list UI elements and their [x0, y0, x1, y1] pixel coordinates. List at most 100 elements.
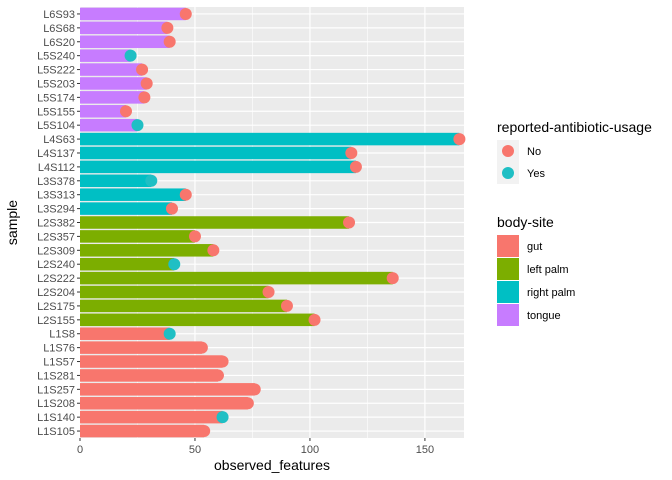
bar-l2s240: [80, 257, 175, 271]
bar-l3s378: [80, 174, 152, 188]
bar-l1s105: [80, 424, 205, 438]
legend-label: Yes: [527, 168, 545, 180]
y-tick-label: L1S57: [43, 357, 75, 369]
y-tick-label: L5S222: [37, 65, 75, 77]
point-l5s240: [124, 49, 137, 62]
point-l2s357: [188, 230, 201, 243]
y-tick-label: L2S309: [37, 245, 75, 257]
point-l2s222: [386, 272, 399, 285]
point-l3s294: [165, 202, 178, 215]
point-l1s105: [198, 425, 211, 438]
bar-l1s140: [80, 410, 223, 424]
point-l3s378: [145, 174, 158, 187]
bar-l6s20: [80, 35, 170, 49]
point-l5s203: [140, 77, 153, 90]
points: [119, 7, 466, 438]
bar-l2s222: [80, 271, 393, 285]
y-tick-label: L2S175: [37, 301, 75, 313]
y-tick-label: L5S155: [37, 106, 75, 118]
y-tick-label: L1S76: [43, 343, 75, 355]
x-tick-label: 150: [416, 444, 434, 456]
y-tick-label: L3S378: [37, 176, 75, 188]
legend-key-left-palm: [497, 258, 519, 280]
y-tick-label: L5S174: [37, 92, 75, 104]
bar-l1s57: [80, 355, 223, 368]
point-l4s112: [349, 160, 362, 173]
bars: [80, 7, 460, 438]
point-l1s57: [216, 355, 229, 368]
bar-l5s203: [80, 77, 147, 90]
legend-key-no: [502, 145, 514, 157]
y-tick-label: L3S294: [37, 204, 75, 216]
y-tick-label: L2S222: [37, 273, 75, 285]
bar-l2s309: [80, 244, 214, 257]
bar-l6s68: [80, 21, 168, 35]
bar-l2s204: [80, 285, 269, 299]
x-tick-label: 0: [77, 444, 83, 456]
point-l4s63: [453, 133, 466, 146]
bar-l5s155: [80, 105, 126, 118]
bar-l1s257: [80, 383, 255, 396]
point-l2s309: [207, 244, 220, 257]
y-tick-label: L5S240: [37, 51, 75, 63]
legend-label: gut: [527, 241, 542, 253]
legend-title-body-site: body-site: [497, 214, 554, 230]
point-l3s313: [179, 188, 192, 201]
bar-l5s104: [80, 118, 138, 132]
legends: reported-antibiotic-usage No Yes body-site g…: [497, 119, 652, 326]
y-tick-label: L4S137: [37, 148, 75, 160]
point-l2s155: [308, 313, 321, 326]
point-l1s257: [248, 383, 261, 396]
bar-l3s313: [80, 188, 186, 201]
y-tick-label: L3S313: [37, 190, 75, 202]
y-tick-label: L6S93: [43, 9, 75, 21]
bar-l2s382: [80, 216, 350, 229]
y-tick-label: L2S240: [37, 259, 75, 271]
legend-title-antibiotic: reported-antibiotic-usage: [497, 119, 652, 135]
y-tick-label: L1S140: [37, 412, 75, 424]
legend-key-right-palm: [497, 281, 519, 303]
y-tick-label: L2S357: [37, 231, 75, 243]
point-l1s281: [211, 369, 224, 382]
y-tick-label: L1S8: [49, 329, 75, 341]
point-l5s174: [138, 91, 151, 104]
point-l5s155: [119, 105, 132, 118]
point-l5s222: [136, 63, 149, 76]
x-axis-ticks: 0 50 100 150: [77, 438, 434, 456]
bar-l6s93: [80, 7, 186, 21]
point-l2s240: [168, 258, 181, 271]
y-tick-label: L1S105: [37, 426, 75, 438]
y-tick-label: L1S281: [37, 370, 75, 382]
y-tick-label: L6S20: [43, 37, 75, 49]
point-l1s76: [195, 341, 208, 354]
y-tick-label: L5S203: [37, 78, 75, 90]
bar-l1s208: [80, 396, 248, 410]
point-l2s175: [280, 299, 293, 312]
point-l1s140: [216, 411, 229, 424]
legend-key-yes: [502, 167, 514, 179]
bar-l1s8: [80, 327, 170, 340]
bar-l4s112: [80, 160, 356, 174]
x-tick-label: 50: [189, 444, 201, 456]
point-l4s137: [345, 146, 358, 159]
y-tick-label: L4S63: [43, 134, 75, 146]
bar-l1s281: [80, 369, 218, 382]
point-l2s204: [262, 286, 275, 299]
x-tick-label: 100: [301, 444, 319, 456]
y-tick-label: L1S208: [37, 398, 75, 410]
legend-label: left palm: [527, 264, 569, 276]
legend-label: right palm: [527, 287, 575, 299]
point-l6s20: [163, 35, 176, 48]
point-l6s93: [179, 7, 192, 20]
y-tick-label: L2S204: [37, 287, 75, 299]
bar-l5s240: [80, 49, 131, 62]
point-l1s8: [163, 327, 176, 340]
bar-l4s137: [80, 146, 352, 160]
bar-l5s222: [80, 63, 143, 76]
point-l6s68: [161, 21, 174, 34]
bar-l2s357: [80, 230, 195, 243]
y-tick-label: L1S257: [37, 384, 75, 396]
legend-label: No: [527, 146, 541, 158]
